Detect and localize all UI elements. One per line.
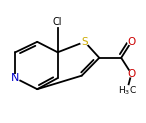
Text: O: O [127, 69, 135, 79]
Text: H$_3$C: H$_3$C [118, 84, 137, 97]
Circle shape [53, 18, 63, 26]
Circle shape [128, 39, 135, 45]
Circle shape [11, 75, 19, 82]
Text: Cl: Cl [53, 17, 62, 27]
Circle shape [128, 71, 135, 77]
Circle shape [81, 38, 89, 45]
Text: S: S [81, 37, 88, 47]
Text: O: O [127, 37, 135, 47]
Circle shape [121, 86, 133, 95]
Text: N: N [11, 73, 20, 83]
